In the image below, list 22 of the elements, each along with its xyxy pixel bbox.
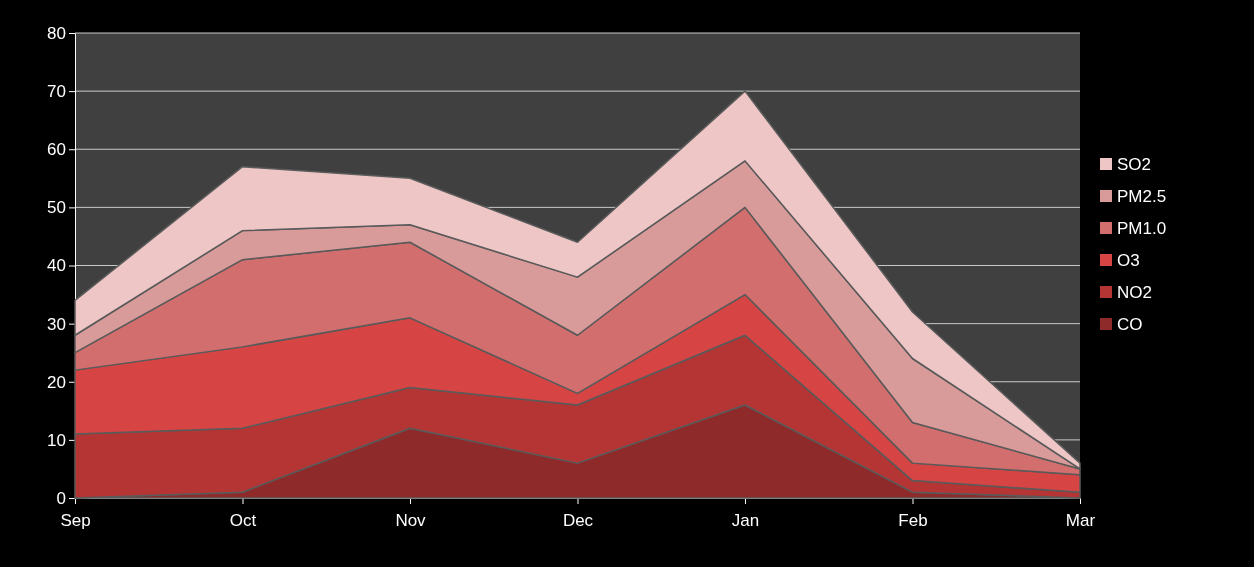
- legend-label: SO2: [1117, 155, 1152, 174]
- x-tick-label: Oct: [229, 510, 257, 530]
- x-tick-label: Nov: [395, 510, 427, 530]
- legend-label: CO: [1117, 315, 1143, 334]
- legend-label: NO2: [1117, 283, 1152, 302]
- x-tick-label: Sep: [60, 510, 91, 530]
- y-tick-label: 20: [47, 372, 66, 392]
- x-tick-label: Mar: [1065, 510, 1096, 530]
- y-tick-label: 70: [47, 82, 66, 102]
- legend-label: PM2.5: [1117, 187, 1167, 206]
- x-tick-label: Dec: [562, 510, 594, 530]
- y-tick-label: 50: [47, 198, 66, 218]
- y-tick-label: 30: [47, 314, 66, 334]
- y-tick-label: 80: [47, 23, 66, 43]
- y-tick-label: 60: [47, 140, 66, 160]
- y-tick-label: 10: [47, 430, 66, 450]
- y-tick-label: 40: [47, 256, 66, 276]
- legend-label: PM1.0: [1117, 219, 1167, 238]
- legend-label: O3: [1117, 251, 1140, 270]
- x-tick-label: Feb: [898, 510, 928, 530]
- y-tick-label: 0: [56, 488, 66, 508]
- x-tick-label: Jan: [731, 510, 760, 530]
